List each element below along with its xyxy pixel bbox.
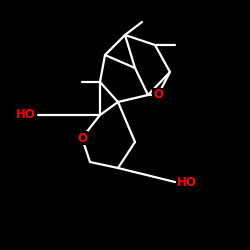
Text: O: O bbox=[77, 132, 87, 144]
Text: HO: HO bbox=[177, 176, 197, 188]
Text: O: O bbox=[153, 88, 163, 102]
Text: HO: HO bbox=[16, 108, 36, 122]
